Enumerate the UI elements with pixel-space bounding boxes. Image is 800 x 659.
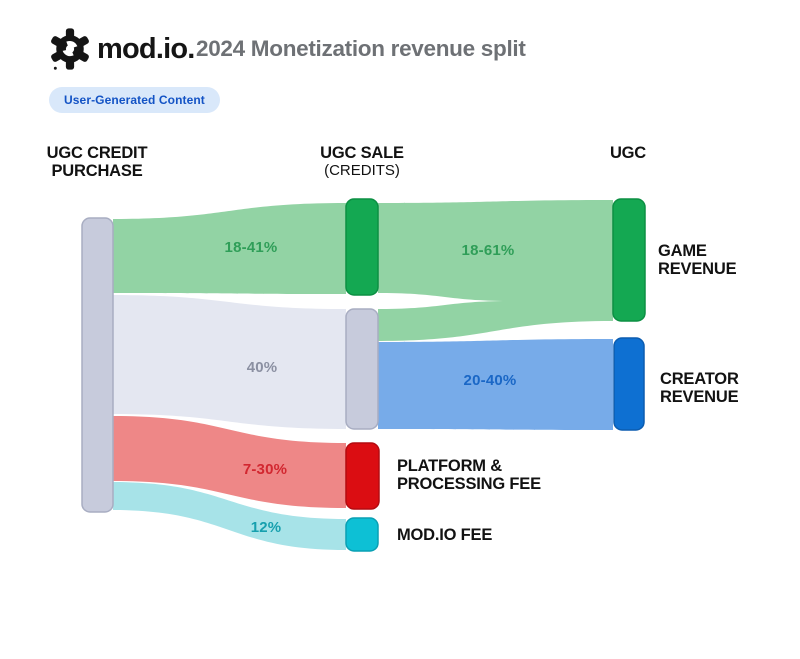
label-modio-fee: MOD.IO FEE	[397, 526, 493, 545]
column-header-ugc-sale: UGC SALE (CREDITS)	[292, 144, 432, 180]
node-ugc-sale-green	[345, 198, 379, 296]
node-creator-revenue	[613, 337, 645, 431]
label-line: REVENUE	[658, 259, 737, 278]
flow-purchase-to-platform-red	[113, 416, 346, 508]
flow-label-18-41: 18-41%	[224, 239, 278, 256]
modio-gear-icon	[51, 28, 89, 70]
flow-sale-to-game-green-upper	[378, 200, 613, 301]
label-line: MOD.IO FEE	[397, 526, 493, 544]
label-line: REVENUE	[660, 387, 739, 406]
column-header-ugc-credit-purchase: UGC CREDIT PURCHASE	[27, 144, 167, 180]
flow-credits-to-creator-blue	[378, 339, 613, 430]
label-line: PLATFORM &	[397, 457, 502, 475]
column-header-line: PURCHASE	[51, 162, 143, 180]
column-header-ugc: UGC	[558, 144, 698, 162]
flow-label-18-61: 18-61%	[461, 242, 515, 259]
flow-label-20-40: 20-40%	[463, 372, 517, 389]
node-platform-processing-fee	[345, 442, 380, 510]
flow-purchase-to-sale-green	[113, 203, 346, 294]
modio-logo-text: mod.io.	[97, 33, 195, 65]
flow-purchase-to-modio-cyan	[113, 482, 346, 550]
flow-label-12: 12%	[250, 519, 282, 536]
flow-label-40: 40%	[246, 359, 278, 376]
column-header-line: UGC SALE	[320, 144, 404, 162]
label-line: PROCESSING FEE	[397, 474, 541, 493]
label-creator-revenue: CREATOR REVENUE	[660, 370, 739, 406]
column-header-line: UGC CREDIT	[46, 144, 148, 162]
node-ugc-sale-credits	[345, 308, 379, 430]
flow-purchase-to-credits-gray	[113, 295, 346, 429]
label-platform-processing-fee: PLATFORM & PROCESSING FEE	[397, 457, 541, 493]
page-title: 2024 Monetization revenue split	[196, 36, 526, 61]
flow-label-7-30: 7-30%	[242, 461, 288, 478]
column-header-subline: (CREDITS)	[324, 162, 400, 179]
node-modio-fee	[345, 517, 379, 552]
column-header-line: UGC	[609, 144, 647, 162]
flow-credits-to-game-green-lower	[378, 301, 613, 341]
category-badge: User-Generated Content	[49, 87, 220, 113]
node-ugc-credit-purchase	[81, 217, 114, 513]
label-game-revenue: GAME REVENUE	[658, 242, 737, 278]
label-line: GAME	[658, 242, 707, 260]
node-game-revenue	[612, 198, 646, 322]
label-line: CREATOR	[660, 370, 739, 388]
